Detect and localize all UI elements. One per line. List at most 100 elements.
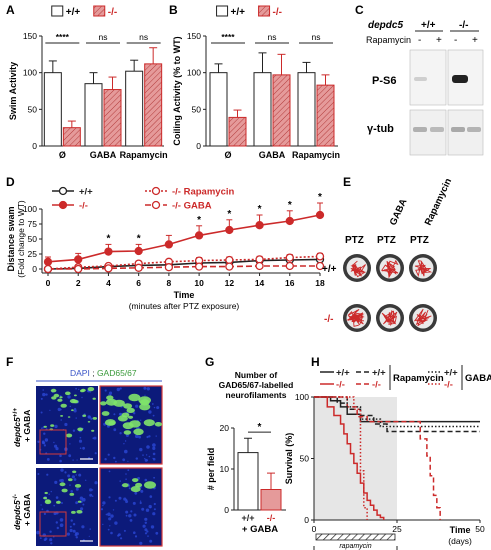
chart-g-y-tick-label: 0 <box>224 505 229 515</box>
micrograph-dapi-nucleus <box>141 507 145 511</box>
chart-d-x-tick-label: 2 <box>76 278 81 288</box>
micrograph-dapi-nucleus <box>110 514 114 518</box>
micrograph-gad-signal <box>71 409 74 412</box>
chart-d-y-tick-label: 0 <box>32 264 37 274</box>
chart-d-legend-marker-mut-gaba <box>151 200 161 210</box>
chart-d-point-mut <box>285 216 294 226</box>
chart-b-bar-mut <box>228 116 247 147</box>
panel-label-c: C <box>355 3 364 17</box>
micrograph-dapi-nucleus <box>91 495 94 498</box>
micrograph-dapi-nucleus <box>67 474 71 478</box>
chart-d-x-label: Time <box>174 290 195 300</box>
chart-a-bar-wt <box>125 70 144 147</box>
micrograph-dapi-nucleus <box>44 537 48 541</box>
micrograph-dapi-nucleus <box>147 535 149 537</box>
well-swim-track <box>346 309 365 327</box>
chart-d-x-label-2: (minutes after PTZ exposure) <box>129 301 240 311</box>
micrograph-dapi-nucleus <box>133 412 136 415</box>
panel-label-d: D <box>6 175 15 189</box>
chart-d-sig-star: * <box>137 233 141 244</box>
chart-d-x-tick-label: 18 <box>315 278 325 288</box>
micrograph-dapi-nucleus <box>153 508 156 511</box>
chart-d-point-mut <box>134 246 143 256</box>
micrograph-gad-signal <box>154 422 163 427</box>
micrograph-dapi-nucleus <box>145 508 150 512</box>
panel-label-e: E <box>343 175 351 189</box>
micrograph-dapi-nucleus <box>144 458 146 460</box>
chart-h-y-tick-label: 100 <box>295 392 309 402</box>
chart-h-survival-curve <box>314 396 480 428</box>
chart-d-point-mut <box>315 210 325 220</box>
micrograph-dapi-nucleus <box>146 445 150 449</box>
blot-band-gtub-4 <box>467 127 481 132</box>
chart-d-x-tick-label: 8 <box>167 278 172 288</box>
chart-a-sig-label: **** <box>56 32 70 42</box>
micrograph-gad-signal <box>100 401 107 406</box>
micrograph-gad-signal <box>43 496 47 500</box>
chart-a-bar-wt <box>84 83 103 147</box>
blot-band-ps6-strong <box>452 75 468 83</box>
micrograph-gad-signal <box>73 394 77 397</box>
chart-d-y-tick-label: 100 <box>23 204 37 214</box>
chart-h-treatment-label: rapamycin <box>339 543 371 550</box>
micrograph-dapi-nucleus <box>155 435 157 437</box>
well-swim-track <box>414 260 433 277</box>
micrograph-dapi-nucleus <box>114 499 117 502</box>
chart-g-x-label: + GABA <box>242 524 278 535</box>
micrograph-dapi-nucleus <box>144 394 146 396</box>
chart-d-point-mut-rapamycin <box>285 253 294 262</box>
micrograph-zoom-box <box>39 429 67 455</box>
micrograph-gad-signal <box>72 470 77 474</box>
chart-a-bar-mut <box>103 89 122 147</box>
blot-band-gtub-1 <box>413 127 427 132</box>
micrograph-dapi-nucleus <box>149 495 153 498</box>
chart-b-sig-label: **** <box>221 32 235 42</box>
micrograph-dapi-nucleus <box>120 537 123 540</box>
chart-b: 0 50 100 150 Coiling Activity (% to WT) Ø ****… <box>172 5 340 160</box>
chart-a-y-tick-label: 150 <box>23 31 37 41</box>
micrograph-dapi-nucleus <box>72 523 76 526</box>
micrograph-dapi-nucleus <box>140 489 144 493</box>
chart-h-x-tick-label: 0 <box>312 524 317 534</box>
micrograph-dapi-nucleus <box>53 536 55 538</box>
micrograph-dapi-nucleus <box>119 480 121 482</box>
micrograph-dapi-nucleus <box>59 479 62 482</box>
micrograph-dapi-nucleus <box>146 435 149 439</box>
chart-a-y-tick-label: 0 <box>32 141 37 151</box>
micrograph-dapi-nucleus <box>144 521 147 524</box>
micrograph-dapi-nucleus <box>135 434 139 439</box>
micrograph-dapi-nucleus <box>70 519 73 522</box>
micrograph-dapi-nucleus <box>50 490 52 493</box>
micrograph-tile <box>36 468 98 546</box>
micrograph-dapi-nucleus <box>60 468 64 472</box>
blot-sign-2: + <box>436 35 442 46</box>
micrograph-dapi-nucleus <box>39 537 42 539</box>
micrograph-dapi-nucleus <box>113 413 116 416</box>
chart-b-legend-label-wt: +/+ <box>231 7 246 18</box>
chart-d-point-mut <box>43 257 53 266</box>
micrograph-dapi-nucleus <box>75 417 77 419</box>
chart-g-bar-wt <box>237 452 259 511</box>
micrograph-dapi-nucleus <box>61 502 63 504</box>
micrograph-dapi-nucleus <box>41 508 44 511</box>
chart-d-point-mut-gaba <box>225 262 234 271</box>
micrograph-dapi-nucleus <box>115 460 117 463</box>
chart-b-sig-label: ns <box>312 32 321 42</box>
chart-a-bar-mut <box>62 127 81 147</box>
blot-band-gtub-3 <box>451 127 465 132</box>
chart-h-x-label: Time <box>450 525 471 535</box>
micrograph-gad-signal <box>133 428 144 436</box>
micrograph-dapi-nucleus <box>148 410 152 414</box>
chart-a: 0 50 100 150 Swim Activity Ø **** GABA ns Rapamyc… <box>8 5 168 160</box>
chart-h-x-tick-label: 25 <box>392 524 402 534</box>
micrograph-gad-signal <box>57 398 63 402</box>
blot-band-ps6-faint <box>414 77 427 81</box>
micrograph-dapi-nucleus <box>150 525 155 529</box>
chart-b-bar-mut <box>316 84 335 147</box>
micrograph-dapi-nucleus <box>69 528 73 533</box>
micrograph-dapi-nucleus <box>89 493 93 497</box>
chart-a-legend-swatch-mut <box>93 5 106 17</box>
micrograph-dapi-nucleus <box>94 452 97 455</box>
panel-label-b: B <box>169 3 178 17</box>
chart-b-legend-swatch-mut <box>258 5 271 17</box>
